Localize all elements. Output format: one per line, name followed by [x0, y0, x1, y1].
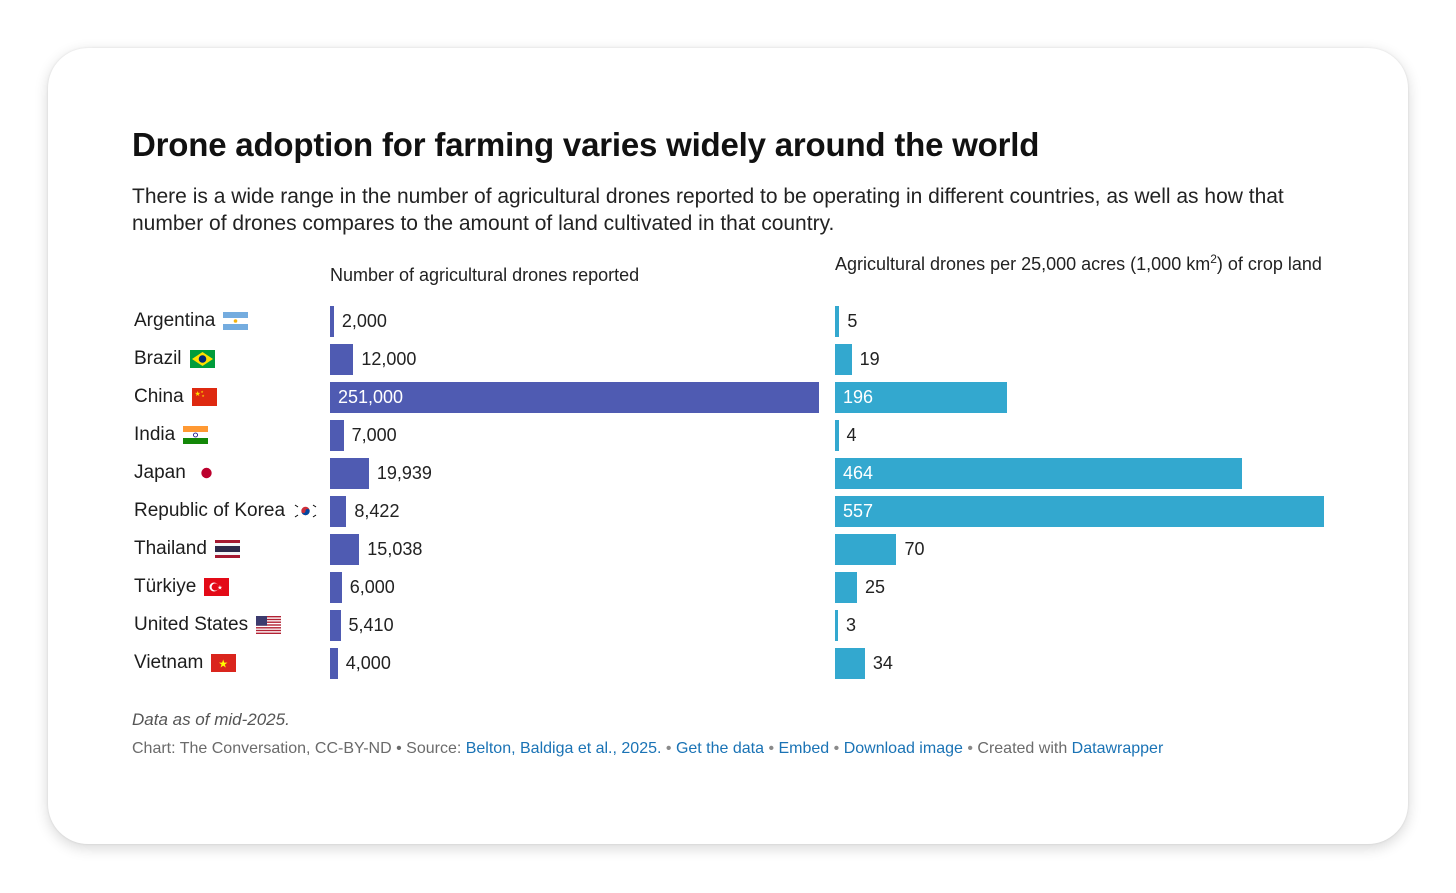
embed-link[interactable]: Embed — [778, 740, 830, 757]
right-bar-brazil — [835, 344, 852, 375]
right-bar-t-rkiye — [835, 572, 857, 603]
download-image-link[interactable]: Download image — [843, 740, 963, 757]
vietnam-flag-icon: ★ — [211, 654, 237, 672]
country-name: Türkiye — [134, 576, 197, 597]
chart-card — [48, 48, 1408, 844]
right-bar-thailand — [835, 534, 897, 565]
right-bar-india — [835, 420, 839, 451]
source-link[interactable]: Belton, Baldiga et al., 2025. — [465, 740, 662, 757]
left-bar-china — [330, 382, 819, 413]
thailand-flag-icon — [214, 540, 240, 558]
left-value-label: 5,410 — [348, 615, 394, 635]
left-column-header: Number of agricultural drones reported — [330, 265, 640, 285]
usa-flag-icon — [256, 616, 282, 634]
argentina-flag-icon — [223, 312, 249, 330]
left-bar-thailand — [330, 534, 360, 565]
left-value-label: 7,000 — [351, 425, 397, 445]
svg-text:★: ★ — [200, 390, 203, 394]
chart-title: Drone adoption for farming varies widely… — [132, 126, 1040, 163]
row-label-thailand: Thailand — [134, 534, 240, 564]
right-value-label: 34 — [872, 653, 893, 673]
source-line: Chart: The Conversation, CC-BY-ND • Sour… — [132, 740, 1164, 757]
right-bar-united-states — [835, 610, 838, 641]
svg-text:★: ★ — [219, 658, 229, 671]
korea-flag-icon — [293, 502, 319, 520]
china-flag-icon: ★ ★ ★ — [191, 388, 217, 406]
chart-subtitle: There is a wide range in the number of a… — [132, 185, 1284, 235]
country-name: Japan — [134, 462, 186, 483]
country-name: China — [134, 386, 184, 407]
right-value-label: 557 — [843, 501, 874, 521]
country-name: Republic of Korea — [134, 500, 286, 521]
left-value-label: 2,000 — [341, 311, 387, 331]
row-label-united-states: United States — [134, 610, 282, 640]
left-value-label: 4,000 — [345, 653, 391, 673]
row-label-japan: Japan — [134, 458, 219, 488]
country-name: Argentina — [134, 310, 216, 331]
left-bar-argentina — [330, 306, 334, 337]
left-bar-united-states — [330, 610, 341, 641]
left-bar-india — [330, 420, 344, 451]
left-bar-japan — [330, 458, 369, 489]
created-with-label: Created with — [977, 740, 1068, 757]
country-name: India — [134, 424, 176, 445]
japan-flag-icon — [193, 464, 219, 482]
right-column-header: Agricultural drones per 25,000 acres (1,… — [835, 252, 1322, 274]
svg-text:★: ★ — [201, 394, 204, 398]
left-value-label: 251,000 — [338, 387, 404, 407]
row-label-brazil: Brazil — [134, 344, 215, 374]
right-value-label: 25 — [864, 577, 885, 597]
left-value-label: 12,000 — [361, 349, 417, 369]
right-value-label: 464 — [843, 463, 874, 483]
left-value-label: 8,422 — [354, 501, 400, 521]
left-bar-vietnam — [330, 648, 338, 679]
india-flag-icon — [183, 426, 209, 444]
left-bar-t-rkiye — [330, 572, 342, 603]
left-value-label: 6,000 — [349, 577, 395, 597]
right-value-label: 5 — [847, 311, 858, 331]
row-label-republic-of-korea: Republic of Korea — [134, 496, 319, 526]
svg-text:★: ★ — [217, 584, 222, 591]
right-bar-argentina — [835, 306, 840, 337]
row-label-vietnam: Vietnam ★ — [134, 648, 237, 678]
country-name: Thailand — [134, 538, 207, 559]
source-prefix: Chart: The Conversation, CC-BY-ND • Sour… — [132, 740, 466, 757]
turkiye-flag-icon: ★ — [204, 578, 230, 596]
country-name: Brazil — [134, 348, 182, 369]
brazil-flag-icon — [189, 350, 215, 368]
left-bar-republic-of-korea — [330, 496, 347, 527]
left-value-label: 15,038 — [367, 539, 423, 559]
svg-text:★: ★ — [194, 390, 200, 398]
right-bar-japan — [835, 458, 1243, 489]
row-label-china: China ★ ★ ★ — [134, 382, 217, 412]
right-value-label: 4 — [846, 425, 857, 445]
left-bar-brazil — [330, 344, 354, 375]
right-value-label: 3 — [846, 615, 857, 635]
right-bar-china — [835, 382, 1008, 413]
country-name: United States — [134, 614, 249, 635]
data-note: Data as of mid-2025. — [132, 710, 290, 729]
country-name: Vietnam — [134, 652, 204, 673]
right-bar-vietnam — [835, 648, 865, 679]
left-value-label: 19,939 — [376, 463, 432, 483]
row-label-india: India — [134, 420, 209, 450]
right-value-label: 19 — [859, 349, 880, 369]
row-label-t-rkiye: Türkiye ★ — [134, 572, 230, 602]
right-value-label: 196 — [843, 387, 874, 407]
row-label-argentina: Argentina — [134, 306, 249, 336]
datawrapper-link[interactable]: Datawrapper — [1071, 740, 1164, 757]
right-value-label: 70 — [904, 539, 925, 559]
right-bar-republic-of-korea — [835, 496, 1324, 527]
get-data-link[interactable]: Get the data — [675, 740, 764, 757]
